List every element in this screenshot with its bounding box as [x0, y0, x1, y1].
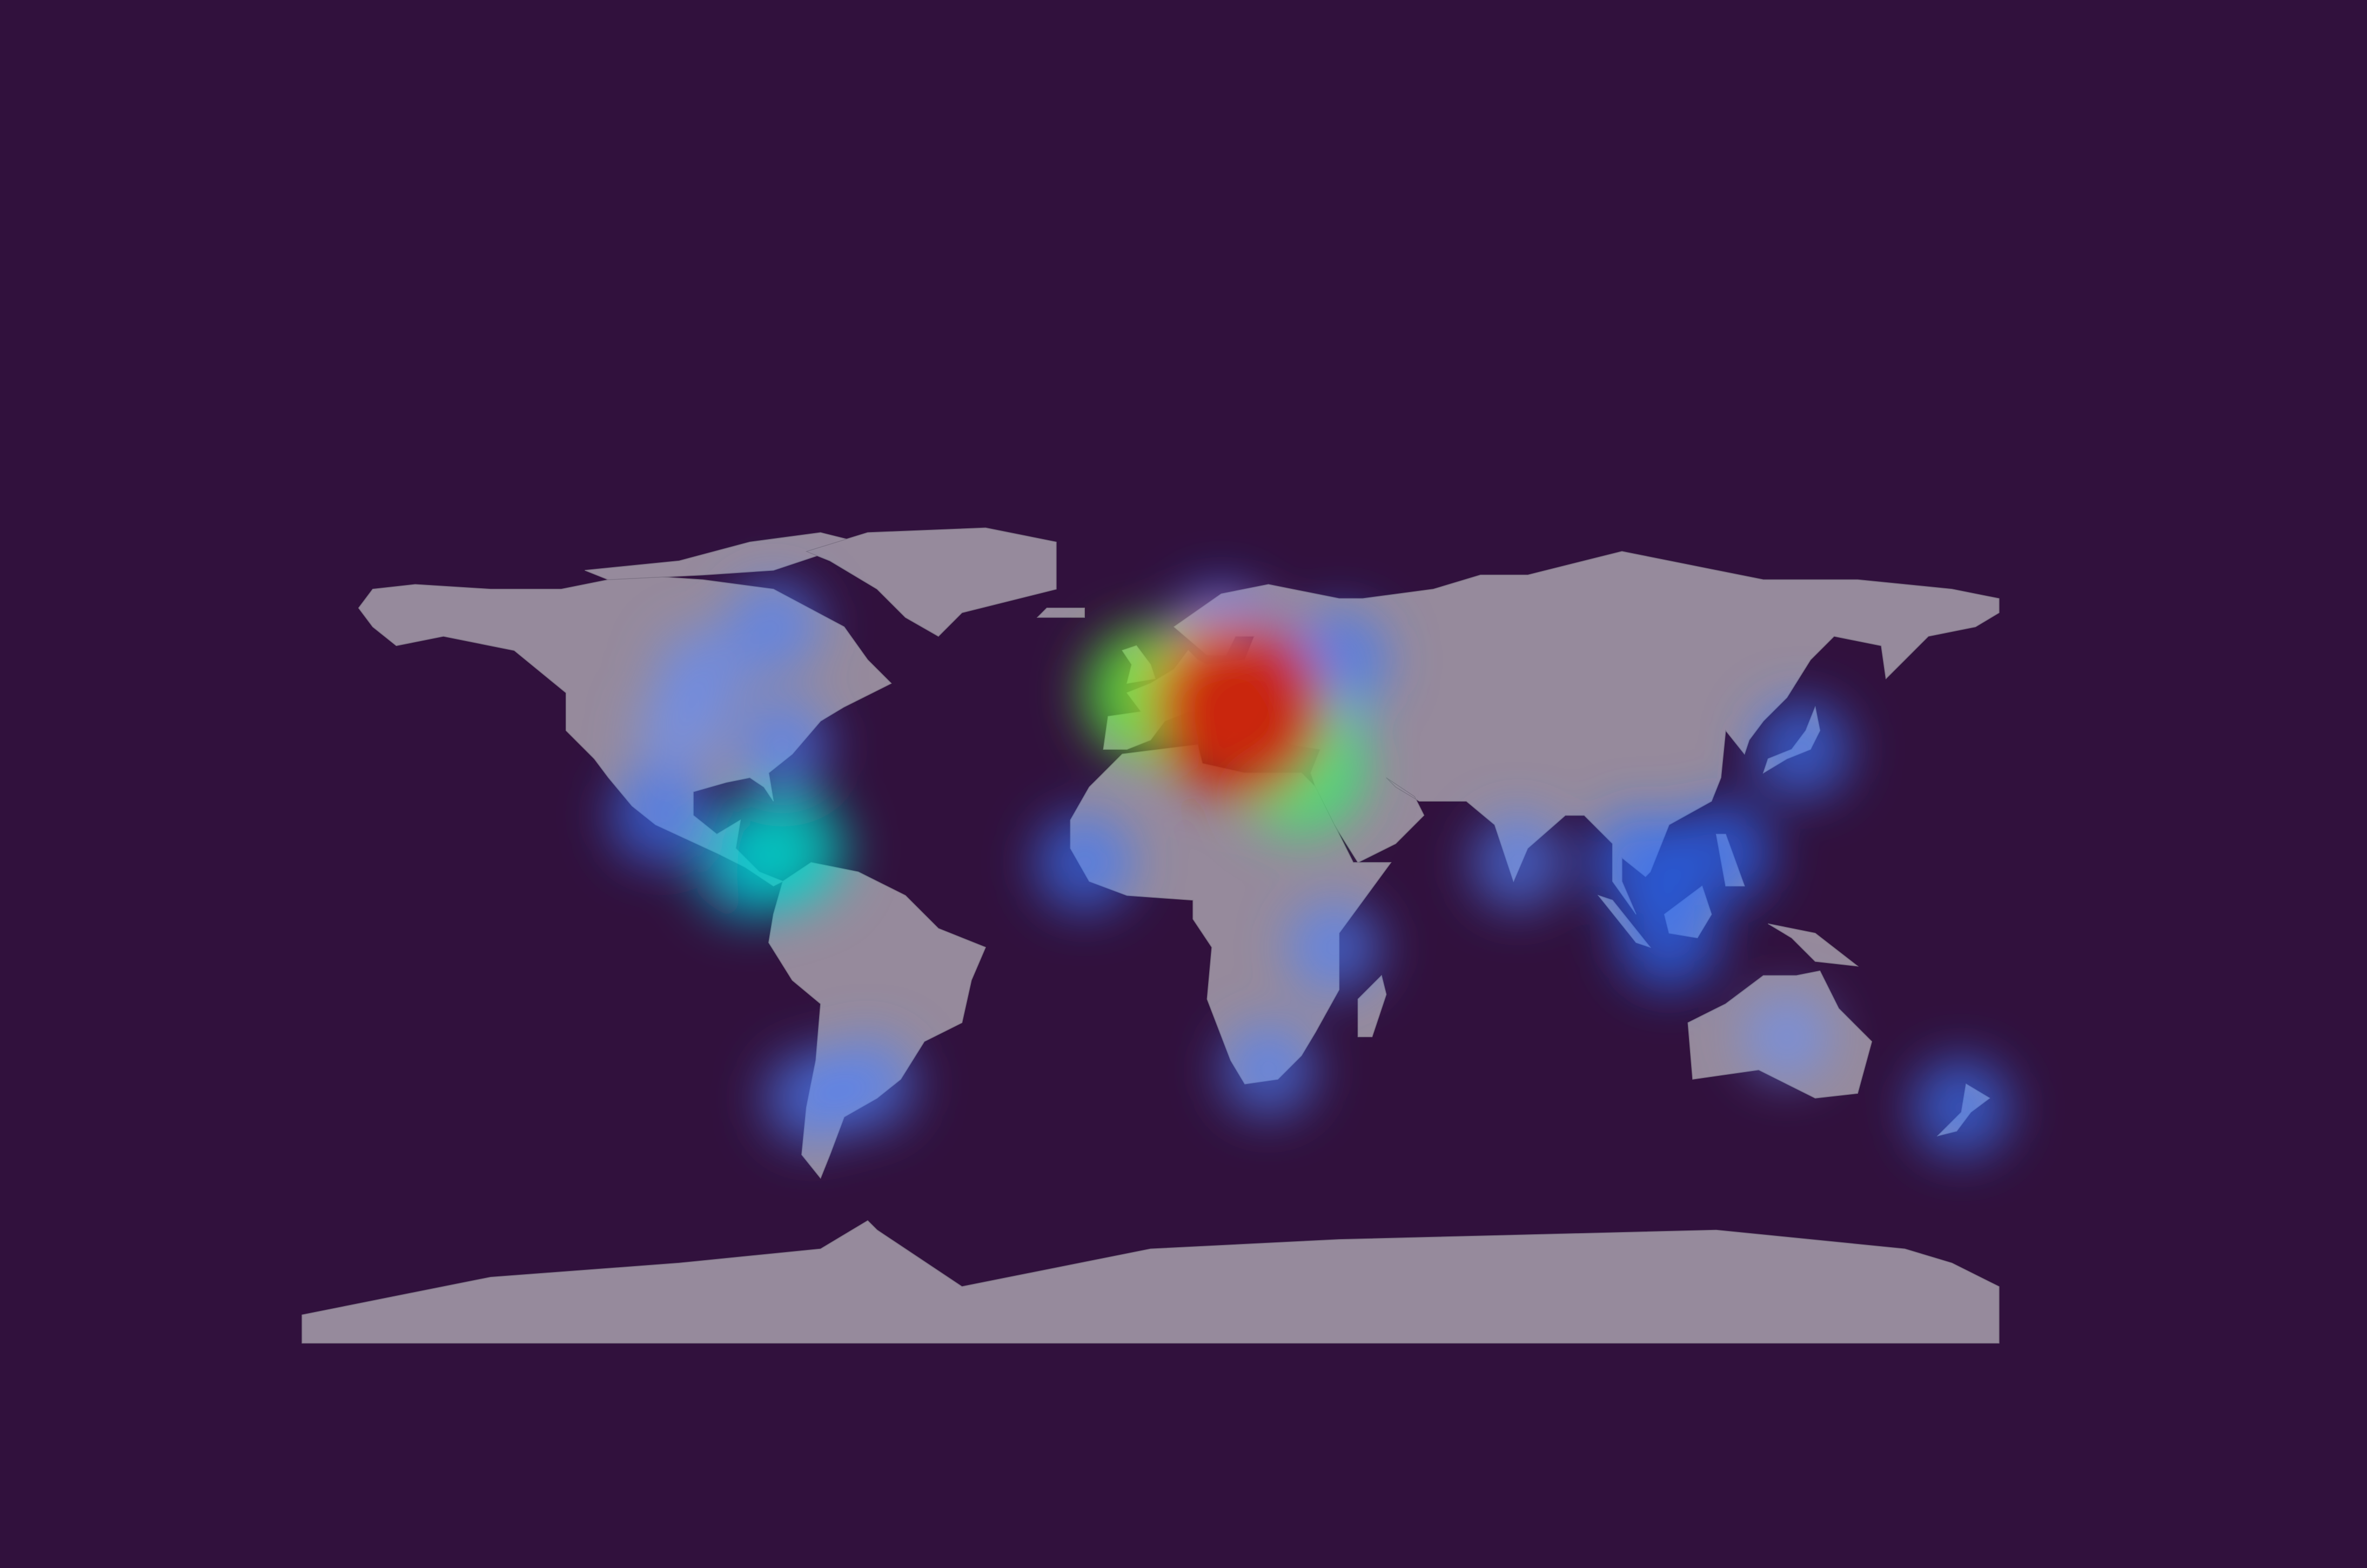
- heat-spot: [1471, 815, 1566, 910]
- heat-spot: [1911, 1058, 2011, 1158]
- heat-spot: [1034, 812, 1135, 913]
- heat-spot: [610, 765, 710, 865]
- heat-layer: [610, 579, 2011, 1158]
- heat-spot: [763, 1051, 859, 1146]
- heat-spot: [1751, 699, 1852, 799]
- antarctica: [301, 1220, 2000, 1344]
- heat-spot: [1154, 625, 1327, 798]
- iceland: [1036, 607, 1085, 618]
- heat-spot: [726, 579, 821, 675]
- heat-spot: [1668, 800, 1774, 906]
- greenland: [805, 527, 1057, 637]
- heat-spot: [1617, 885, 1722, 991]
- heat-spot: [728, 789, 848, 909]
- heat-spot: [658, 629, 748, 719]
- heat-spot: [1221, 1022, 1316, 1118]
- new-guinea: [1768, 923, 1859, 967]
- madagascar: [1357, 974, 1387, 1038]
- heat-spot: [1743, 993, 1831, 1081]
- heat-spot: [735, 697, 830, 792]
- heat-spot: [1286, 899, 1382, 995]
